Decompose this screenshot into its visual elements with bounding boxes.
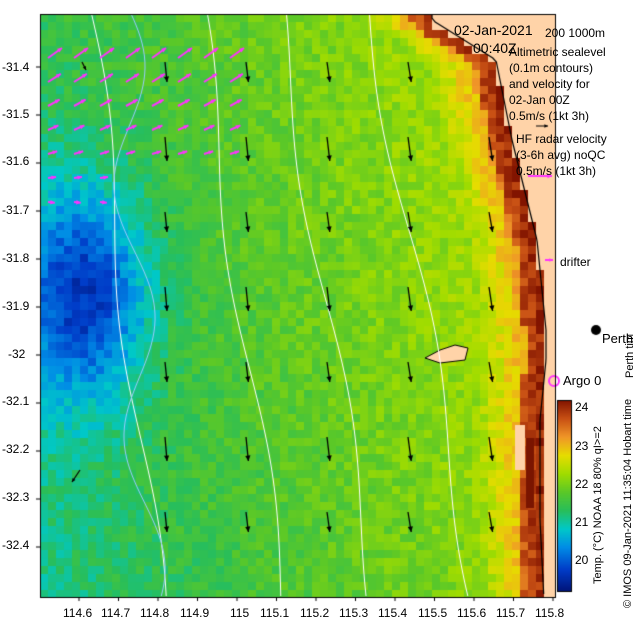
- y-tick-label: -31.5: [2, 107, 30, 121]
- date-label: 02-Jan-2021: [454, 22, 533, 38]
- x-tick-label: 114.8: [140, 606, 170, 620]
- x-tick-label: 115.4: [378, 606, 408, 620]
- y-tick-label: -31.6: [2, 154, 30, 168]
- legend-hf-line-3: 0.5m/s (1kt 3h): [516, 164, 597, 178]
- y-tick-label: -31.9: [2, 299, 30, 313]
- x-tick-label: 115: [230, 606, 250, 620]
- legend-hf-line-2: (3-6h avg) noQC: [516, 148, 606, 162]
- colorbar-tick-label: 23: [575, 439, 589, 453]
- y-tick-label: -32.4: [2, 538, 30, 552]
- y-tick-label: -32.1: [2, 394, 30, 408]
- y-tick-label: -32.3: [2, 490, 30, 504]
- legend-altimetry-line-2: (0.1m contours): [509, 61, 594, 75]
- x-tick-label: 115.2: [300, 606, 330, 620]
- legend-altimetry-line-5: 0.5m/s (1kt 3h): [509, 109, 590, 123]
- y-tick-label: -32.2: [2, 442, 30, 456]
- time-label: 00:40Z: [473, 40, 517, 56]
- legend-altimetry-line-4: 02-Jan 00Z: [509, 93, 570, 107]
- depth-scale-label: 200 1000m: [545, 26, 606, 40]
- x-tick-label: 114.6: [63, 606, 93, 620]
- y-tick-label: -31.8: [2, 251, 30, 265]
- colorbar-tick-label: 24: [575, 400, 589, 414]
- x-tick-label: 115.5: [418, 606, 448, 620]
- y-tick-label: -32: [8, 347, 26, 361]
- y-tick-label: -31.4: [2, 60, 30, 74]
- x-tick-label: 114.9: [180, 606, 210, 620]
- colorbar-tick-label: 21: [575, 515, 589, 529]
- argo-label: Argo 0: [563, 373, 602, 388]
- place-code-label: Perth tim: [624, 333, 636, 378]
- x-tick-label: 115.6: [457, 606, 487, 620]
- legend-hf-line-1: HF radar velocity: [516, 132, 607, 146]
- place-label: Perth: [602, 331, 634, 346]
- x-tick-label: 115.8: [535, 606, 565, 620]
- x-tick-label: 115.7: [496, 606, 526, 620]
- x-tick-label: 114.7: [101, 606, 131, 620]
- drifter-label: drifter: [560, 255, 591, 269]
- credit-label: © IMOS 09-Jan-2021 11:35:04 Hobart time: [622, 398, 634, 608]
- legend-altimetry-line-3: and velocity for: [509, 77, 590, 91]
- colorbar-tick-label: 20: [575, 553, 589, 567]
- x-tick-label: 115.3: [339, 606, 369, 620]
- x-tick-label: 115.1: [260, 606, 290, 620]
- legend-altimetry-line-1: Altimetric sealevel: [509, 45, 606, 59]
- colorbar-tick-label: 22: [575, 477, 589, 491]
- colorbar-title: Temp. (°C) NOAA 18 80% qI>=2: [592, 426, 604, 584]
- y-tick-label: -31.7: [2, 203, 30, 217]
